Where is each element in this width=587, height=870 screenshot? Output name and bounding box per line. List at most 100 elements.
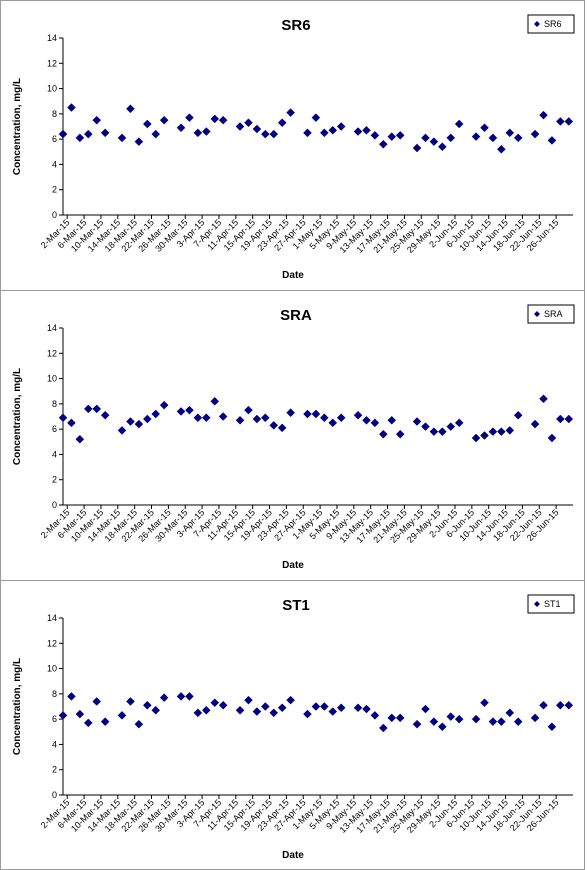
sra-data-point (328, 418, 338, 428)
y-axis-label: Concentration, mg/L (12, 368, 23, 465)
sr6-data-point (277, 118, 287, 128)
sra-data-point (370, 418, 380, 428)
sra-data-point (92, 404, 102, 414)
st1-data-point (83, 718, 93, 728)
st1-data-point (100, 717, 110, 727)
y-tick-label: 0 (52, 790, 57, 800)
sr6-data-point (336, 122, 346, 131)
st1-data-point (539, 700, 548, 710)
sr6-data-point (471, 132, 481, 141)
sra-data-point (395, 429, 405, 439)
sr6-data-point (151, 129, 161, 139)
sr6-data-point (319, 128, 329, 138)
sr6-data-point (235, 122, 245, 131)
sra-data-point (67, 418, 76, 428)
sr6-data-point (117, 133, 127, 143)
sra-data-point (378, 429, 388, 439)
sra-data-point (454, 418, 464, 428)
y-tick-label: 10 (47, 84, 57, 94)
st1-data-point (75, 709, 85, 719)
x-axis-label: Date (282, 560, 304, 571)
y-tick-label: 14 (47, 613, 57, 623)
st1-data-point (126, 697, 135, 706)
st1-data-point (117, 710, 127, 720)
sra-data-point (277, 423, 287, 433)
st1-data-point (336, 703, 346, 713)
sr6-data-point (564, 117, 574, 126)
sra-data-point (83, 404, 93, 414)
sra-data-point (210, 396, 220, 406)
y-axis-label: Concentration, mg/L (12, 78, 23, 175)
st1-data-point (235, 705, 245, 715)
sra-data-point (193, 413, 203, 423)
sr6-data-point (303, 128, 312, 138)
sr6-data-point (387, 132, 397, 141)
sr6-data-point (252, 124, 262, 134)
sra-data-point (480, 431, 489, 440)
st1-data-point (387, 713, 397, 723)
st1-data-point (488, 717, 498, 727)
x-axis-label: Date (282, 850, 304, 861)
sra-data-point (252, 414, 262, 424)
sra-data-point (539, 394, 548, 404)
sra-data-point (319, 413, 329, 423)
st1-data-point (210, 698, 220, 708)
st1-data-point (480, 698, 489, 708)
st1-data-point (92, 697, 102, 706)
y-tick-label: 6 (52, 424, 57, 434)
sra-data-point (117, 426, 127, 435)
st1-data-point (244, 695, 253, 705)
sr6-data-point (58, 129, 68, 139)
sr6-data-point (496, 144, 506, 154)
sr6-data-point (412, 143, 422, 153)
sra-data-point (336, 413, 346, 423)
legend-marker (534, 601, 540, 607)
sr6-data-point (142, 119, 152, 129)
sr6-data-point (421, 133, 430, 143)
legend-box (527, 594, 575, 614)
chart-title: SR6 (281, 17, 310, 34)
st1-data-point (547, 722, 557, 732)
y-tick-label: 12 (47, 348, 57, 358)
sra-data-point (437, 427, 447, 437)
st1-data-point (378, 723, 388, 733)
st1-data-point (134, 719, 144, 729)
sr6-data-point (505, 128, 515, 138)
sra-data-point (269, 420, 279, 430)
st1-data-point (201, 705, 211, 715)
st1-data-point (269, 708, 279, 718)
sra-data-point (564, 414, 574, 424)
st1-data-point (319, 702, 329, 711)
st1-data-point (471, 714, 481, 724)
y-tick-label: 2 (52, 475, 57, 485)
st1-data-point (429, 717, 439, 727)
st1-data-point (311, 702, 321, 711)
y-tick-label: 10 (47, 664, 57, 674)
x-axis-label: Date (282, 270, 304, 281)
st1-data-point (286, 695, 295, 705)
y-tick-label: 12 (47, 638, 57, 648)
st1-data-point (353, 703, 363, 713)
sr6-data-point (193, 128, 203, 138)
sra-data-point (488, 427, 498, 437)
sra-data-point (176, 407, 186, 416)
sra-data-point (421, 422, 430, 431)
chart-title: SRA (280, 307, 312, 324)
sr6-data-point (353, 127, 363, 136)
sr6-data-point (488, 133, 498, 143)
st1-data-point (185, 692, 194, 701)
y-axis-label: Concentration, mg/L (12, 658, 23, 755)
st1-data-point (58, 710, 68, 720)
y-tick-label: 4 (52, 159, 57, 169)
sr6-data-point (429, 137, 439, 147)
sra-data-point (446, 422, 456, 431)
st1-data-point (67, 692, 76, 701)
sr6-data-point (176, 123, 186, 133)
sra-data-point (387, 415, 397, 425)
sra-data-point (185, 405, 194, 415)
sr6-data-point (378, 139, 388, 149)
sra-data-point (126, 417, 135, 426)
sra-data-point (142, 414, 152, 424)
sr6-data-point (134, 137, 144, 147)
